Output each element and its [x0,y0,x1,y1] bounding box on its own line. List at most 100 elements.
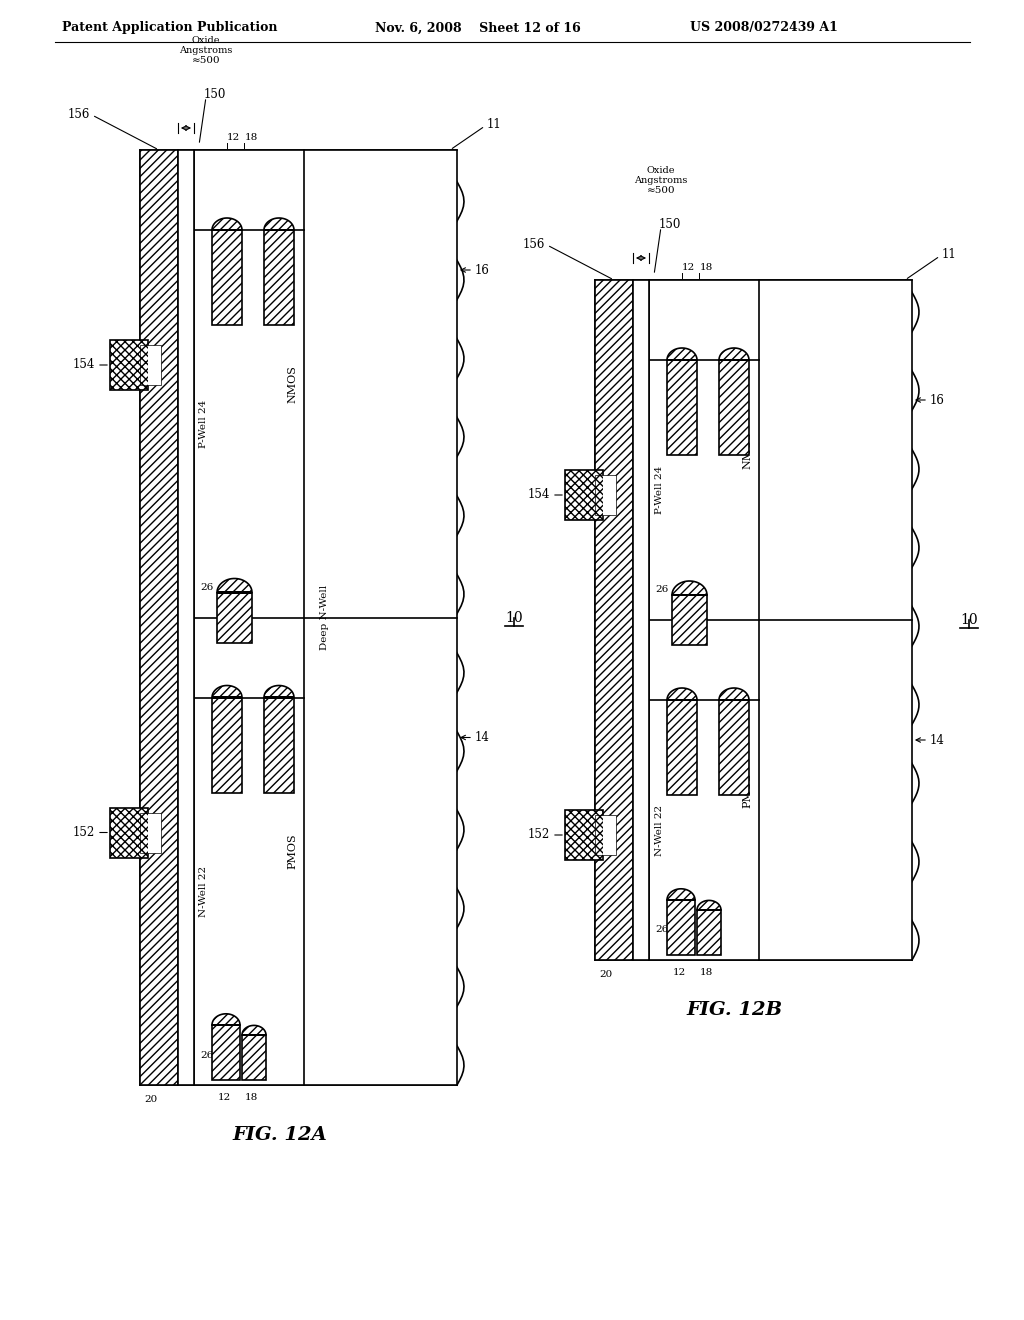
Text: 11: 11 [942,248,956,261]
Bar [242,1035,266,1080]
Bar [194,150,457,1085]
Text: NMOS: NMOS [288,364,297,403]
Bar [672,595,707,645]
Text: 10: 10 [961,612,978,627]
Text: 20: 20 [144,1096,158,1104]
Text: ≈500: ≈500 [647,186,675,195]
Polygon shape [217,578,252,593]
Bar [649,280,912,960]
Text: 18: 18 [245,1093,258,1102]
Text: 150: 150 [659,219,681,231]
Bar [565,470,603,520]
Bar [595,280,633,960]
Polygon shape [242,1026,266,1035]
Bar [110,808,148,858]
Text: N-Well 22: N-Well 22 [200,866,209,917]
Bar [212,697,242,792]
Text: Oxide: Oxide [647,166,675,176]
Bar [719,700,749,795]
Bar [140,345,161,385]
Text: 10: 10 [505,610,522,624]
Bar [719,700,749,795]
Polygon shape [264,218,294,230]
Bar [140,150,178,1085]
Text: PMOS: PMOS [288,833,297,869]
Bar [212,1026,240,1080]
Text: ≈500: ≈500 [191,55,220,65]
Bar [565,810,603,861]
Bar [242,1035,266,1080]
Bar [697,909,721,954]
Polygon shape [212,685,242,697]
Text: 152: 152 [73,826,95,840]
Text: Nov. 6, 2008    Sheet 12 of 16: Nov. 6, 2008 Sheet 12 of 16 [375,21,581,34]
Text: 18: 18 [700,968,714,977]
Polygon shape [667,348,697,360]
Text: 11: 11 [487,119,502,132]
Bar [565,810,603,861]
Polygon shape [697,900,721,909]
Polygon shape [212,218,242,230]
Text: 12: 12 [682,263,695,272]
Bar [217,593,252,643]
Polygon shape [212,1014,240,1026]
Text: 12: 12 [217,1093,230,1102]
Text: 12: 12 [227,133,241,143]
Bar [264,697,294,792]
Text: US 2008/0272439 A1: US 2008/0272439 A1 [690,21,838,34]
Text: 26: 26 [200,583,213,591]
Bar [667,900,695,954]
Text: 12: 12 [673,968,686,977]
Text: Angstroms: Angstroms [179,46,232,55]
Text: Oxide: Oxide [191,36,220,45]
Text: Deep N-Well: Deep N-Well [319,585,329,649]
Bar [264,697,294,792]
Bar [212,1026,240,1080]
Bar [672,595,707,645]
Bar [212,697,242,792]
Text: Angstroms: Angstroms [634,176,688,185]
Bar [667,900,695,954]
Text: 156: 156 [68,108,90,121]
Text: P-Well 24: P-Well 24 [200,400,209,447]
Bar [595,280,633,960]
Text: 26: 26 [655,925,669,935]
Bar [667,360,697,455]
Text: 18: 18 [700,263,714,272]
Bar [719,360,749,455]
Polygon shape [719,688,749,700]
Text: P-Well 24: P-Well 24 [654,466,664,513]
Polygon shape [667,888,695,900]
Bar [110,808,148,858]
Bar [565,470,603,520]
Text: FIG. 12A: FIG. 12A [232,1126,328,1144]
Text: FIG. 12B: FIG. 12B [687,1001,783,1019]
Polygon shape [719,348,749,360]
Bar [212,230,242,325]
Text: 14: 14 [930,734,945,747]
Bar [697,909,721,954]
Bar [264,230,294,325]
Bar [110,341,148,389]
Text: 26: 26 [200,1051,213,1060]
Bar [667,700,697,795]
Bar [667,360,697,455]
Text: PMOS: PMOS [742,772,753,808]
Bar [264,230,294,325]
Text: 152: 152 [527,829,550,842]
Text: 154: 154 [73,359,95,371]
Bar [719,360,749,455]
Text: 150: 150 [204,88,226,102]
Text: 18: 18 [245,133,258,143]
Text: 14: 14 [475,731,489,744]
Text: 20: 20 [599,970,612,979]
Text: NMOS: NMOS [742,432,753,469]
Bar [178,150,194,1085]
Text: 154: 154 [527,488,550,502]
Polygon shape [672,581,707,595]
Text: 26: 26 [655,586,669,594]
Text: 156: 156 [522,239,545,252]
Bar [217,593,252,643]
Text: N-Well 22: N-Well 22 [654,804,664,855]
Bar [140,150,178,1085]
